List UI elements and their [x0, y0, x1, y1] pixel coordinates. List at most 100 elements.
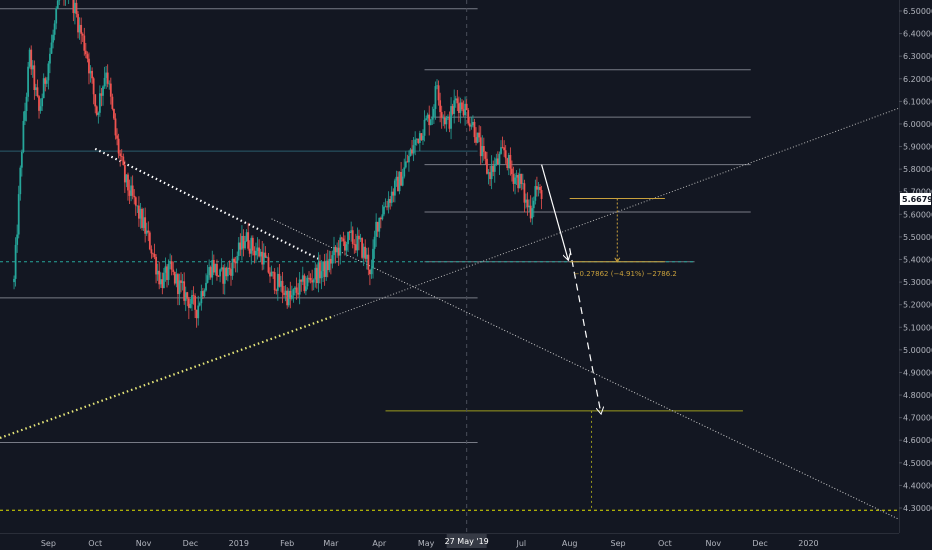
candle-body-305: [489, 172, 491, 180]
candle-body-22: [47, 63, 50, 81]
candle-body-331: [529, 205, 532, 219]
candle-body-134: [222, 267, 225, 284]
candle-body-291: [467, 110, 470, 124]
candle-body-41: [77, 14, 79, 33]
y-tick-label-4: 6.10000: [903, 97, 932, 106]
candle-body-52: [94, 94, 97, 107]
candle-body-13: [33, 65, 36, 91]
candle-body-338: [540, 190, 543, 199]
candle-body-273: [439, 100, 442, 113]
candle-body-43: [80, 24, 83, 34]
projection-arrow-0[interactable]: [541, 164, 569, 260]
candle-body-88: [150, 249, 153, 254]
candle-body-155: [255, 250, 257, 256]
candle-body-220: [356, 235, 359, 251]
candle-body-21: [45, 80, 48, 84]
x-tick-label-2: Nov: [136, 539, 152, 548]
candle-body-239: [386, 206, 388, 208]
candle-body-53: [95, 106, 98, 115]
candle-body-201: [326, 260, 329, 271]
time-axis[interactable]: SepOctNovDec2019FebMarAprMayJunJulAugSep…: [41, 534, 819, 548]
candle-body-256: [412, 145, 415, 154]
candle-body-235: [379, 217, 382, 220]
candle-body-202: [328, 258, 331, 271]
x-tick-label-7: Apr: [372, 539, 387, 548]
candle-body-246: [397, 176, 399, 192]
candle-body-206: [334, 246, 337, 253]
x-tick-label-0: Sep: [41, 539, 56, 548]
candle-body-251: [404, 161, 407, 168]
price-axis[interactable]: 6.50000 6.40000 6.30000 6.20000 6.10000 6.000…: [899, 7, 932, 513]
candle-body-64: [113, 108, 115, 119]
crosshair-date-tag: [446, 534, 487, 548]
candle-body-9: [27, 66, 29, 97]
candle-body-81: [139, 208, 142, 219]
candle-body-145: [239, 242, 242, 250]
candle-body-56: [100, 93, 103, 96]
candle-body-49: [89, 70, 92, 74]
candle-body-154: [253, 250, 256, 256]
projection-arrow-1[interactable]: [569, 248, 601, 413]
candle-body-257: [414, 139, 417, 146]
y-tick-label-15: 5.00000: [903, 346, 932, 355]
candle-body-334: [534, 186, 537, 201]
candle-body-48: [88, 58, 90, 74]
candle-body-250: [403, 167, 406, 177]
candle-body-298: [478, 132, 481, 138]
candle-body-200: [325, 260, 328, 277]
candle-body-60: [106, 72, 109, 84]
candle-body-116: [194, 295, 196, 310]
candle-body-207: [336, 247, 339, 253]
candle-body-327: [523, 183, 526, 203]
candle-body-323: [517, 175, 520, 189]
y-tick-label-16: 4.90000: [903, 368, 932, 377]
candle-body-141: [233, 258, 236, 263]
candle-body-174: [284, 290, 287, 295]
candle-body-101: [170, 261, 173, 270]
candle-body-230: [372, 248, 374, 269]
candle-body-313: [501, 147, 504, 148]
candle-body-320: [512, 174, 515, 184]
candle-body-183: [298, 279, 301, 295]
candle-body-314: [503, 147, 506, 151]
candle-body-121: [201, 291, 204, 297]
candle-body-14: [34, 87, 37, 91]
candle-body-150: [247, 232, 250, 249]
candle-body-78: [134, 197, 137, 206]
candle-body-231: [373, 236, 376, 249]
candle-body-168: [275, 290, 278, 292]
candle-body-59: [105, 72, 108, 78]
y-tick-label-8: 5.70000: [903, 188, 932, 197]
candle-body-66: [116, 135, 118, 139]
candle-body-213: [345, 244, 348, 251]
candle-body-232: [375, 221, 378, 237]
candle-body-126: [209, 267, 212, 278]
candle-body-247: [398, 171, 401, 192]
candle-body-75: [130, 185, 133, 196]
candle-body-73: [127, 174, 129, 191]
candle-body-294: [472, 121, 474, 126]
candle-body-39: [74, 2, 76, 14]
candle-body-177: [289, 290, 292, 299]
candle-body-297: [476, 132, 479, 143]
candle-body-173: [283, 292, 285, 295]
candle-body-238: [384, 206, 387, 208]
candle-body-142: [234, 262, 237, 264]
candle-body-249: [401, 176, 404, 186]
candle-body-140: [231, 258, 234, 276]
x-tick-label-15: Dec: [752, 539, 767, 548]
candle-body-130: [216, 263, 218, 276]
candle-body-40: [75, 2, 78, 15]
candle-body-322: [515, 175, 518, 178]
candle-body-204: [331, 255, 334, 264]
candle-body-55: [98, 93, 101, 113]
candle-body-179: [292, 289, 295, 296]
candle-body-240: [387, 198, 390, 208]
candle-body-324: [518, 173, 521, 189]
candle-body-68: [119, 153, 122, 157]
candle-body-71: [123, 165, 126, 183]
candle-body-118: [197, 305, 200, 319]
